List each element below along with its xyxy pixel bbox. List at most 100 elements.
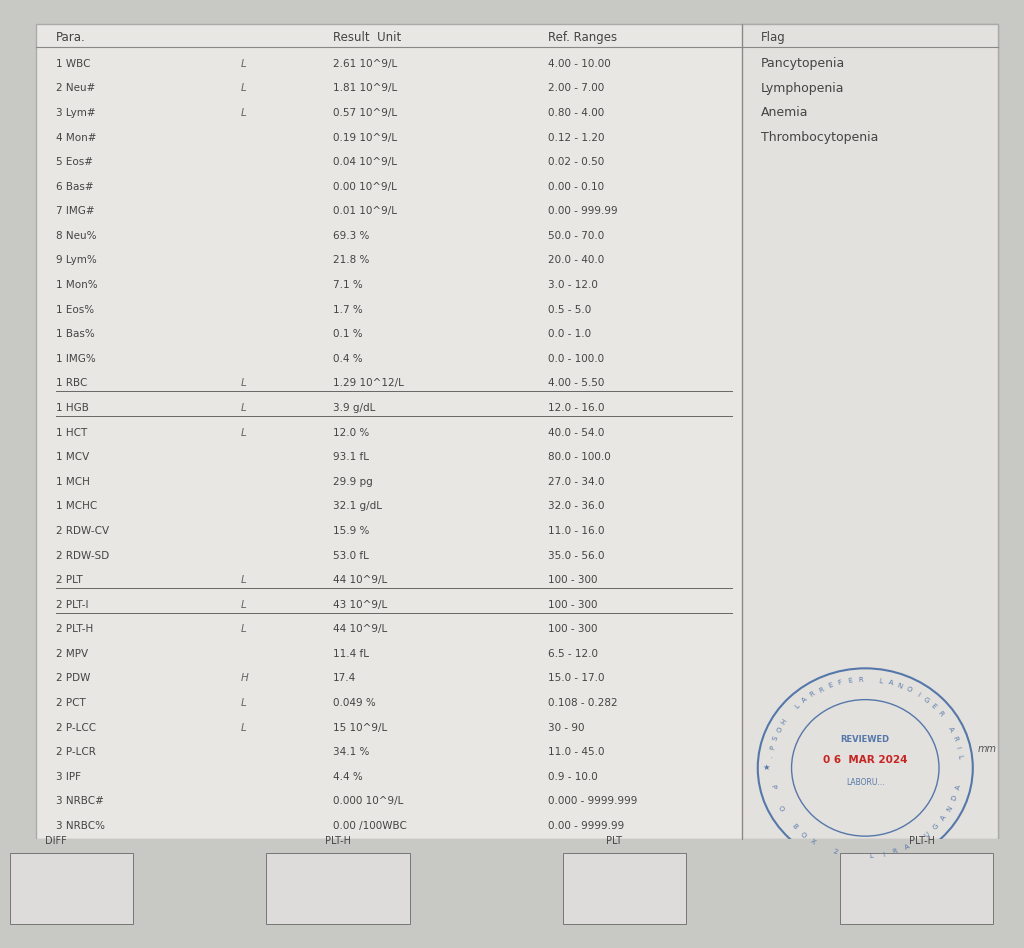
Text: 1 IMG%: 1 IMG% — [56, 354, 96, 364]
Text: 40.0 - 54.0: 40.0 - 54.0 — [548, 428, 604, 438]
Text: 3.0 - 12.0: 3.0 - 12.0 — [548, 280, 598, 290]
Bar — [10, 853, 133, 924]
Text: 8 Neu%: 8 Neu% — [56, 231, 97, 241]
Text: 0.00 - 0.10: 0.00 - 0.10 — [548, 182, 604, 191]
Text: 11.0 - 16.0: 11.0 - 16.0 — [548, 526, 604, 536]
Text: L: L — [241, 625, 247, 634]
Text: 4.4 %: 4.4 % — [333, 772, 362, 782]
Text: 1.81 10^9/L: 1.81 10^9/L — [333, 83, 397, 93]
Text: 3.9 g/dL: 3.9 g/dL — [333, 403, 375, 413]
Text: 1 Eos%: 1 Eos% — [56, 304, 94, 315]
Text: 1 HGB: 1 HGB — [56, 403, 89, 413]
Text: LABORU...: LABORU... — [846, 777, 885, 787]
Text: 2 PLT: 2 PLT — [56, 575, 83, 585]
Text: 5 Eos#: 5 Eos# — [56, 157, 93, 167]
Text: 3 Lym#: 3 Lym# — [56, 108, 96, 118]
Text: 0.12 - 1.20: 0.12 - 1.20 — [548, 133, 604, 142]
Text: 100 - 300: 100 - 300 — [548, 625, 597, 634]
Text: 2 PLT-I: 2 PLT-I — [56, 600, 89, 610]
Text: A: A — [940, 814, 947, 822]
Text: 2 P-LCC: 2 P-LCC — [56, 722, 96, 733]
Text: 0.00 - 9999.99: 0.00 - 9999.99 — [548, 821, 624, 831]
Text: Thrombocytopenia: Thrombocytopenia — [761, 131, 879, 144]
Text: 44 10^9/L: 44 10^9/L — [333, 575, 387, 585]
Bar — [36, 24, 998, 839]
Text: E: E — [827, 683, 834, 689]
Text: N: N — [896, 682, 903, 689]
Text: 44 10^9/L: 44 10^9/L — [333, 625, 387, 634]
Text: 2: 2 — [833, 848, 839, 855]
Text: P: P — [769, 784, 776, 790]
Text: O: O — [776, 726, 783, 733]
Text: 32.1 g/dL: 32.1 g/dL — [333, 501, 382, 511]
Text: 3 NRBC#: 3 NRBC# — [56, 796, 104, 807]
Text: 53.0 fL: 53.0 fL — [333, 551, 369, 560]
Text: 2 RDW-CV: 2 RDW-CV — [56, 526, 110, 536]
Text: 15 10^9/L: 15 10^9/L — [333, 722, 387, 733]
Text: 0.000 - 9999.999: 0.000 - 9999.999 — [548, 796, 637, 807]
Text: 0.00 10^9/L: 0.00 10^9/L — [333, 182, 396, 191]
Text: O: O — [905, 685, 913, 694]
Text: X: X — [810, 838, 817, 846]
Text: L: L — [241, 403, 247, 413]
Text: 2 Neu#: 2 Neu# — [56, 83, 95, 93]
Text: L: L — [241, 575, 247, 585]
Text: 0.049 %: 0.049 % — [333, 698, 376, 708]
Text: 0.0 - 100.0: 0.0 - 100.0 — [548, 354, 604, 364]
Text: PLT: PLT — [606, 835, 623, 846]
Text: 2.61 10^9/L: 2.61 10^9/L — [333, 59, 397, 69]
Text: R: R — [818, 686, 824, 693]
Text: A: A — [947, 726, 954, 733]
Text: Result  Unit: Result Unit — [333, 31, 401, 45]
Text: U: U — [924, 830, 931, 839]
Text: 0.000 10^9/L: 0.000 10^9/L — [333, 796, 403, 807]
Text: 4 Mon#: 4 Mon# — [56, 133, 97, 142]
Text: F: F — [838, 680, 843, 686]
Text: 2 PDW: 2 PDW — [56, 673, 91, 684]
Text: 9 Lym%: 9 Lym% — [56, 255, 97, 265]
Text: 7.1 %: 7.1 % — [333, 280, 362, 290]
Text: L: L — [241, 378, 247, 389]
Text: I: I — [915, 691, 921, 698]
Text: 1 Bas%: 1 Bas% — [56, 329, 95, 339]
Text: R: R — [951, 735, 958, 741]
Text: A: A — [801, 696, 808, 704]
Text: L: L — [956, 754, 963, 758]
Text: E: E — [930, 702, 937, 710]
Bar — [563, 853, 686, 924]
Text: 43 10^9/L: 43 10^9/L — [333, 600, 387, 610]
Text: L: L — [241, 698, 247, 708]
Text: R: R — [892, 848, 899, 855]
Text: L: L — [878, 678, 883, 684]
Text: 50.0 - 70.0: 50.0 - 70.0 — [548, 231, 604, 241]
Text: mm: mm — [978, 744, 997, 754]
Text: 11.0 - 45.0: 11.0 - 45.0 — [548, 747, 604, 757]
Text: L: L — [869, 853, 873, 859]
Bar — [742, 24, 998, 839]
Text: 2 MPV: 2 MPV — [56, 648, 88, 659]
Text: L: L — [241, 428, 247, 438]
Text: G: G — [932, 823, 940, 830]
Text: 12.0 %: 12.0 % — [333, 428, 369, 438]
Text: L: L — [241, 722, 247, 733]
Text: 80.0 - 100.0: 80.0 - 100.0 — [548, 452, 610, 463]
Text: 29.9 pg: 29.9 pg — [333, 477, 373, 486]
Text: DIFF: DIFF — [45, 835, 68, 846]
Text: I: I — [954, 745, 961, 749]
Text: 2 P-LCR: 2 P-LCR — [56, 747, 96, 757]
Text: REVIEWED: REVIEWED — [841, 735, 890, 744]
Text: 69.3 %: 69.3 % — [333, 231, 370, 241]
Text: R: R — [858, 677, 863, 683]
Text: N: N — [946, 805, 953, 812]
Text: 1.7 %: 1.7 % — [333, 304, 362, 315]
Text: G: G — [923, 696, 930, 704]
Text: 100 - 300: 100 - 300 — [548, 575, 597, 585]
Text: I: I — [882, 851, 885, 858]
Text: 6.5 - 12.0: 6.5 - 12.0 — [548, 648, 598, 659]
Text: 0 6  MAR 2024: 0 6 MAR 2024 — [823, 756, 907, 765]
Bar — [0, 839, 1024, 948]
Text: 12.0 - 16.0: 12.0 - 16.0 — [548, 403, 604, 413]
Text: 1 HCT: 1 HCT — [56, 428, 88, 438]
Text: 21.8 %: 21.8 % — [333, 255, 370, 265]
Text: 35.0 - 56.0: 35.0 - 56.0 — [548, 551, 604, 560]
